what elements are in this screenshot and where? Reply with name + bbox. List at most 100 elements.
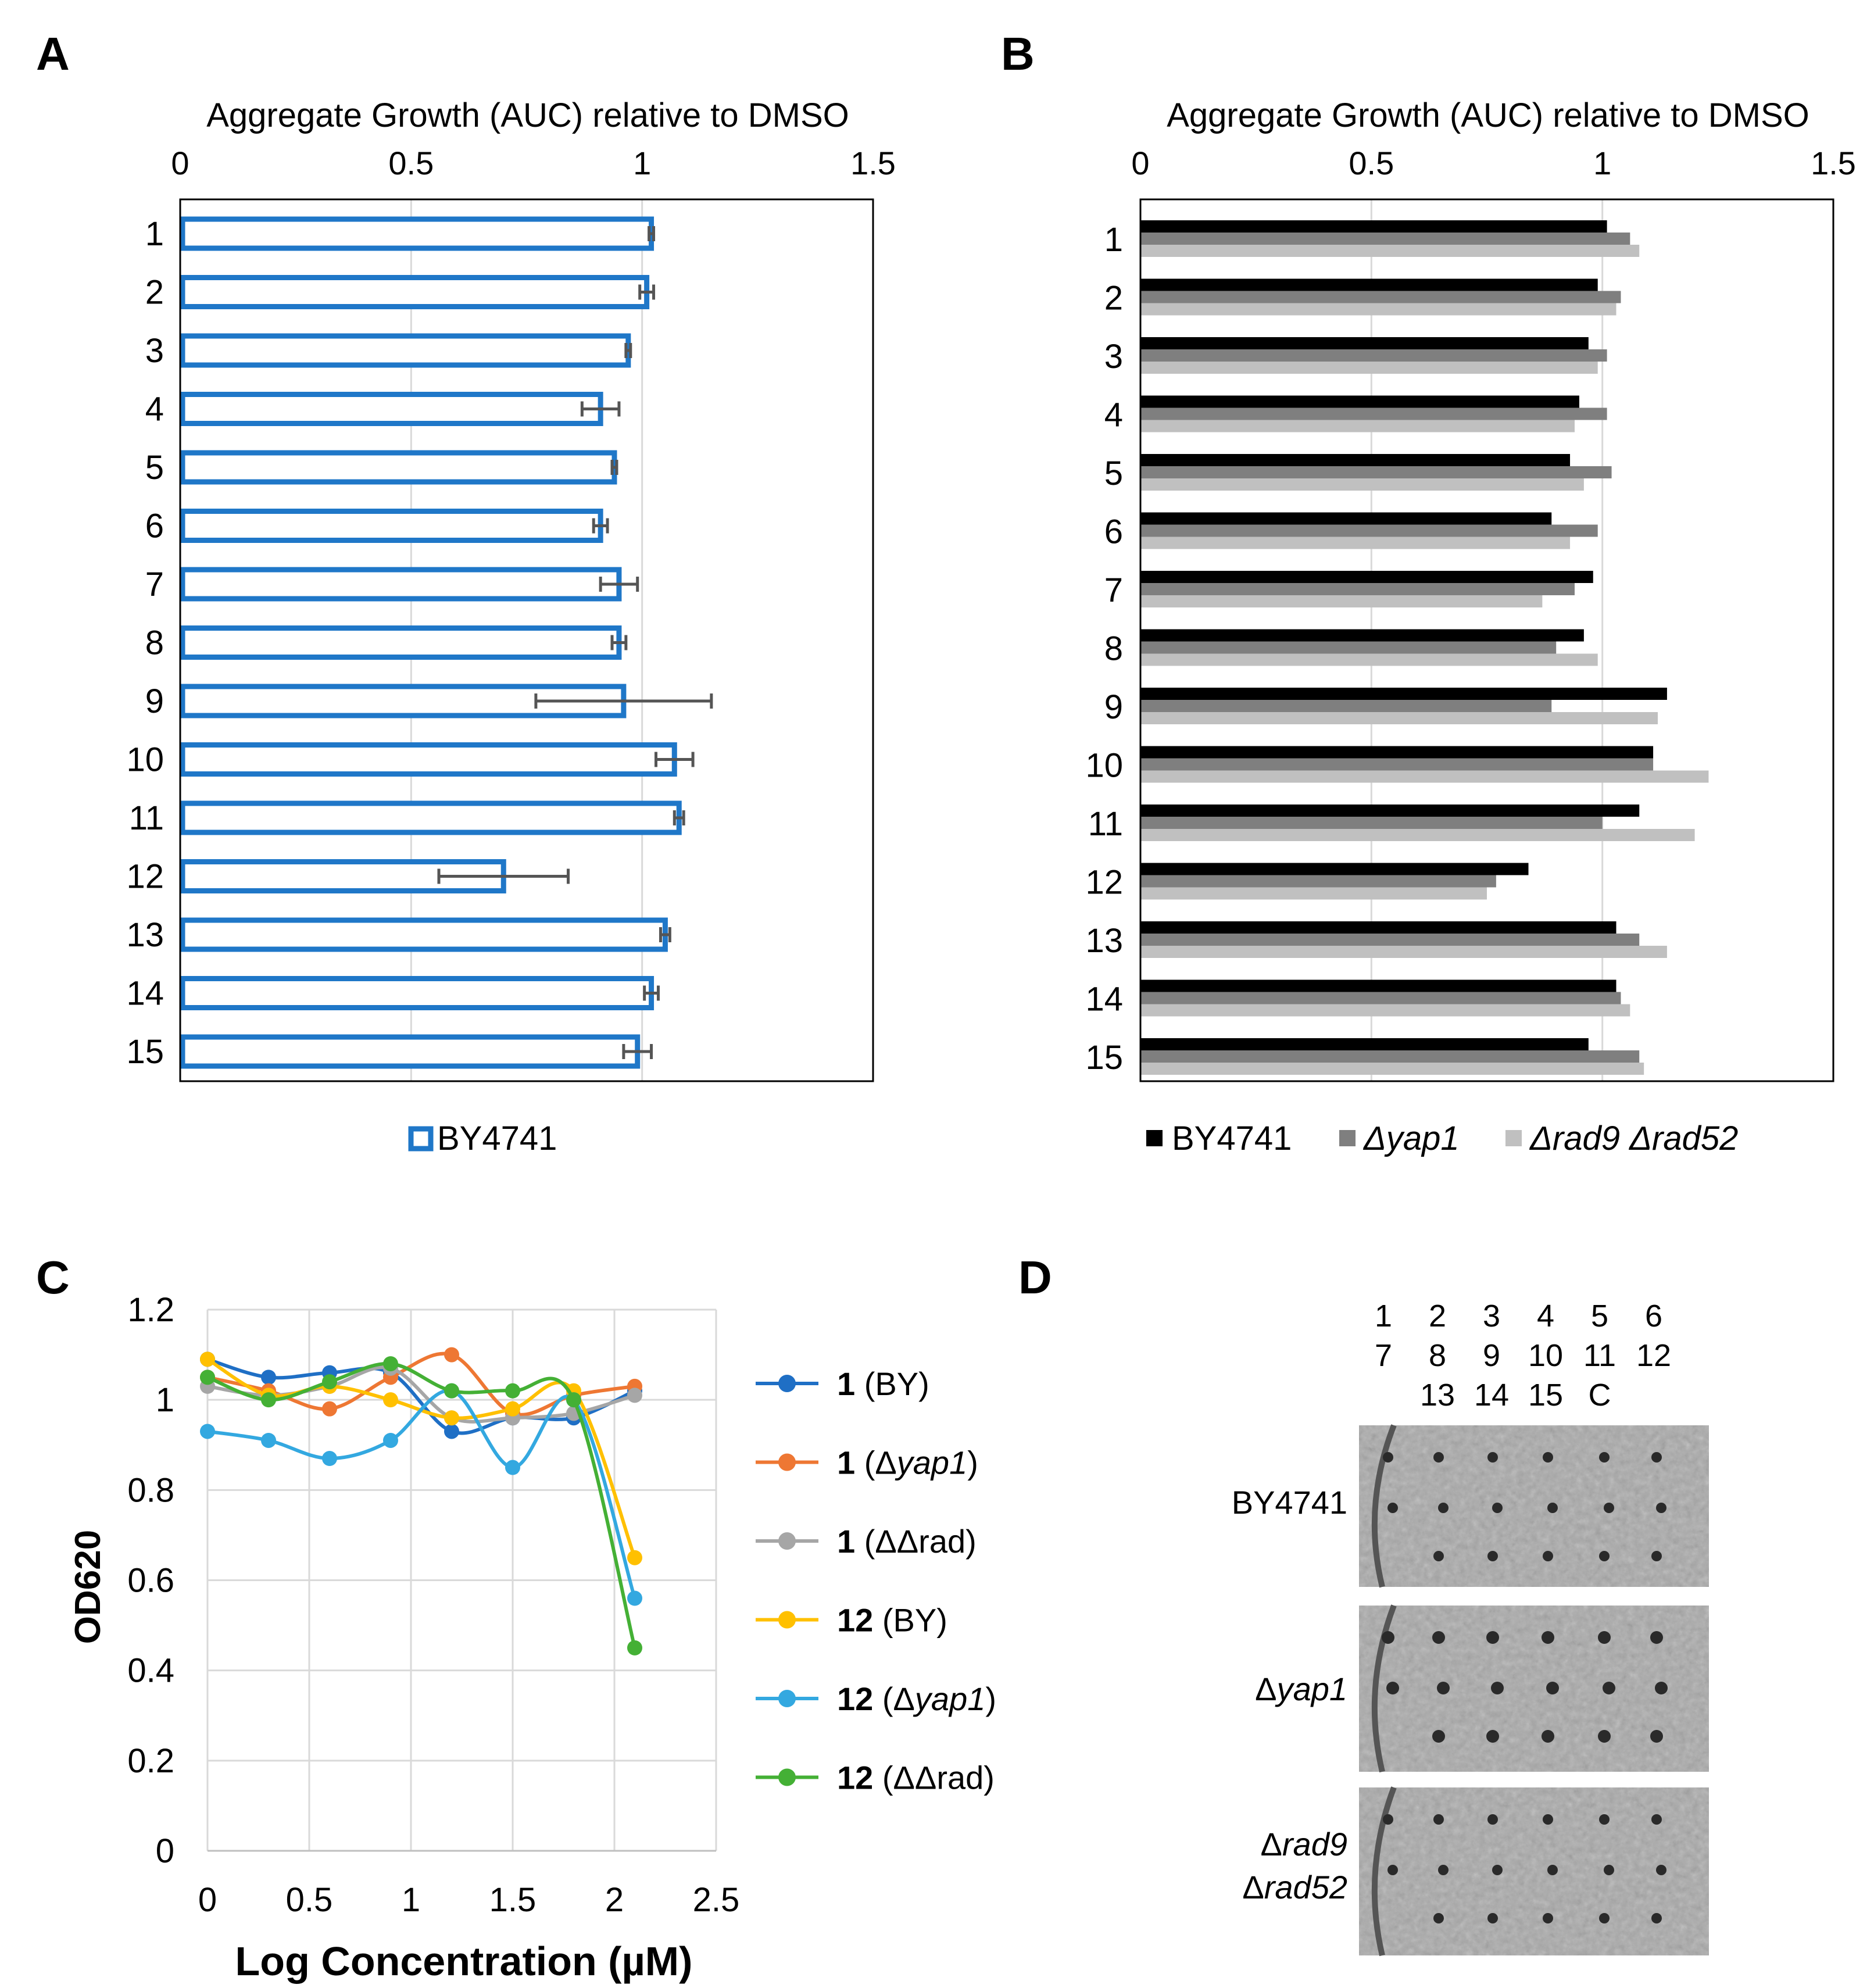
a-category-label: 4 [145, 391, 164, 428]
plate-spot [1487, 1551, 1498, 1561]
plate-spot [1599, 1814, 1610, 1825]
c-data-point [200, 1424, 215, 1439]
plate-spot [1604, 1503, 1614, 1513]
a-bar [180, 216, 655, 251]
plate-image [1359, 1786, 1709, 1957]
panel-c-xlabel: Log Concentration (µM) [235, 1939, 693, 1984]
b-bar [1140, 992, 1621, 1004]
c-data-point [383, 1356, 398, 1372]
a-bar [180, 917, 668, 952]
c-series-line [206, 1357, 636, 1558]
plate-spot-label: 15 [1528, 1378, 1563, 1413]
b-bar [1140, 395, 1579, 408]
a-error-bar [643, 985, 660, 1001]
plate-spot [1547, 1503, 1558, 1513]
plate-spot-label: 1 [1375, 1299, 1392, 1333]
plate-texture [1359, 1425, 1709, 1587]
panel-label-d: D [1018, 1252, 1052, 1303]
plate-spot [1604, 1865, 1614, 1875]
a-category-label: 6 [145, 507, 164, 545]
b-bar [1140, 1050, 1640, 1063]
plate-spot [1542, 1730, 1554, 1743]
plate-spot [1650, 1730, 1663, 1743]
panel-label-c: C [36, 1252, 70, 1303]
plate-spot [1433, 1452, 1444, 1463]
b-category-label: 13 [1085, 922, 1123, 960]
b-bar [1140, 337, 1589, 349]
panel-a-frame [179, 198, 874, 1082]
b-tick-label: 0.5 [1349, 145, 1394, 181]
c-legend-marker [778, 1532, 796, 1550]
a-category-label: 10 [126, 741, 164, 779]
c-data-point [627, 1640, 642, 1656]
a-category-label: 2 [145, 274, 164, 312]
b-bar [1140, 349, 1607, 362]
c-y-tick-label: 1 [156, 1381, 174, 1419]
a-category-label: 11 [129, 799, 164, 837]
a-error-bar [659, 927, 671, 942]
c-x-tick-label: 1.5 [489, 1881, 537, 1919]
plate-spot [1651, 1913, 1662, 1923]
legend-swatch-b-rad [1505, 1130, 1522, 1146]
b-bar [1140, 817, 1603, 829]
a-category-label: 15 [126, 1033, 164, 1071]
a-bar [180, 976, 655, 1010]
a-bar [180, 333, 631, 368]
plate-spot-label: 12 [1636, 1338, 1671, 1373]
c-data-point [322, 1451, 337, 1467]
b-bar [1140, 641, 1557, 654]
plate-spot-label: 6 [1645, 1299, 1662, 1333]
plate-image [1359, 1604, 1709, 1773]
a-error-bar [580, 401, 621, 417]
a-bar [180, 800, 682, 835]
c-legend-marker [778, 1453, 796, 1471]
b-category-label: 1 [1104, 221, 1123, 259]
plate-spot [1598, 1631, 1611, 1644]
b-bar [1140, 537, 1571, 549]
plate-spot [1432, 1631, 1445, 1644]
plate-spot [1487, 1814, 1498, 1825]
b-bar [1140, 303, 1616, 316]
c-legend-label: 12 (Δyap1) [837, 1680, 996, 1717]
plate-rim [1371, 1424, 1397, 1588]
c-legend-marker [778, 1768, 796, 1786]
b-bar [1140, 746, 1654, 759]
c-data-point [444, 1347, 459, 1363]
c-legend-marker [778, 1611, 796, 1629]
plate-rim [1371, 1786, 1397, 1957]
b-category-label: 2 [1104, 280, 1123, 317]
c-series-line [207, 1357, 636, 1435]
c-legend-entry: 12 (ΔΔrad) [756, 1760, 995, 1796]
plate-spot-label: 4 [1537, 1299, 1554, 1333]
b-bar [1140, 946, 1667, 958]
plate-spot [1487, 1913, 1498, 1923]
plate-spot [1432, 1730, 1445, 1743]
plate-spot [1650, 1631, 1663, 1644]
a-category-label: 12 [126, 858, 164, 896]
plate-rim [1371, 1604, 1397, 1773]
b-bar [1140, 934, 1640, 946]
plate-texture [1359, 1606, 1709, 1772]
c-legend-marker [778, 1690, 796, 1707]
b-bar [1140, 863, 1529, 875]
plate-spot [1387, 1503, 1398, 1513]
plate-row-label-yap1: Δyap1 [1255, 1671, 1347, 1707]
b-bar [1140, 688, 1667, 700]
panel-b-title: Aggregate Growth (AUC) relative to DMSO [1167, 96, 1809, 134]
b-bar [1140, 466, 1612, 478]
a-error-bar [624, 343, 632, 358]
plate-spot [1546, 1682, 1559, 1694]
b-bar [1140, 1038, 1589, 1050]
b-category-label: 12 [1085, 864, 1123, 902]
b-category-label: 9 [1104, 688, 1123, 726]
b-bar [1140, 712, 1658, 724]
c-legend-entry: 1 (BY) [756, 1365, 929, 1402]
panel-b-frame [1139, 198, 1834, 1082]
panel-b-x-ticks: 0 0.5 1 1.5 [1131, 145, 1856, 181]
b-bar [1140, 758, 1654, 771]
b-category-label: 15 [1085, 1039, 1123, 1077]
panel-a-x-ticks: 0 0.5 1 1.5 [171, 145, 896, 181]
panel-c-x-tick-labels: 0 0.5 1 1.5 2 2.5 [198, 1881, 739, 1919]
